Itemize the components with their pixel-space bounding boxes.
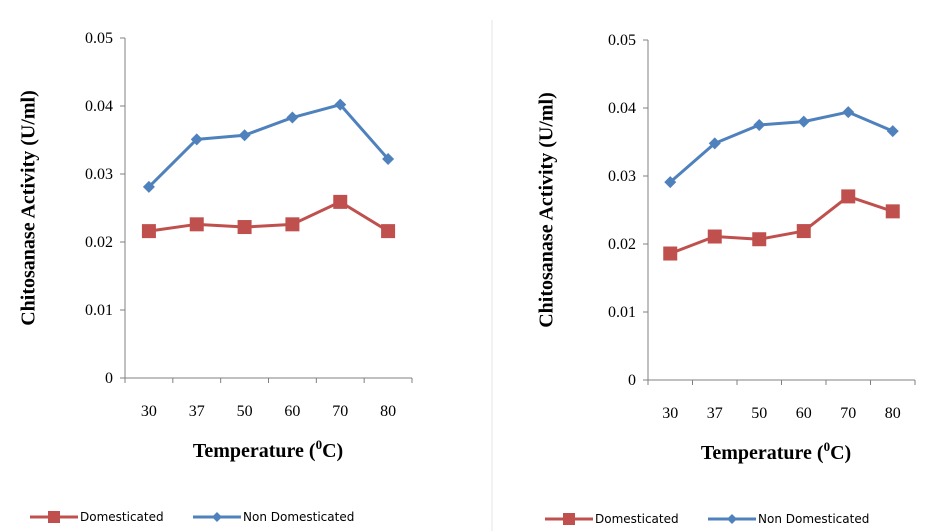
y-tick-label: 0.03 — [85, 166, 113, 183]
data-point-diamond — [842, 106, 855, 119]
data-point-diamond — [753, 119, 766, 131]
x-tick-label: 50 — [751, 405, 767, 422]
data-point-square — [841, 189, 856, 204]
x-tick-label: 80 — [885, 405, 901, 422]
y-tick-label: 0.01 — [608, 304, 636, 321]
x-axis-title-superscript: 0 — [316, 437, 323, 452]
x-tick-label: 30 — [662, 405, 678, 422]
data-point-diamond — [334, 98, 347, 111]
x-tick-label: 30 — [141, 403, 157, 420]
chart-panel-2: 0 0.01 0.02 0.03 0.04 0.05 30 37 50 60 70 80 Chitosa… — [536, 32, 916, 526]
legend-label: Non Domesticated — [758, 512, 869, 526]
x-tick-label: 50 — [237, 403, 253, 420]
x-tick-label: 80 — [380, 403, 396, 420]
x-axis-title: Temperature (0C) — [193, 437, 343, 462]
series-line-diamond — [669, 110, 894, 184]
y-tick-label: 0.02 — [85, 234, 113, 251]
chart-panel-1: 0 0.01 0.02 0.03 0.04 0.05 30 37 50 60 70 80 Chitosa… — [18, 30, 413, 524]
data-point-square — [796, 224, 811, 239]
y-axis-title: Chitosanase Activity (U/ml) — [18, 90, 40, 326]
x-axis-title-main: Temperature ( — [701, 442, 824, 464]
data-point-diamond — [190, 133, 203, 146]
legend-marker-diamond — [727, 514, 737, 524]
data-point-diamond — [797, 115, 810, 128]
legend: Domesticated Non Domesticated — [545, 512, 869, 526]
series-line-square — [669, 194, 894, 255]
x-axis-title-end: C) — [322, 440, 343, 462]
y-tick-label: 0.04 — [608, 100, 636, 117]
y-tick-label: 0 — [105, 370, 113, 387]
x-axis-title-main: Temperature ( — [193, 440, 316, 462]
data-point-diamond — [382, 153, 395, 166]
legend-marker-square — [563, 513, 575, 525]
data-point-diamond — [238, 129, 251, 142]
data-point-diamond — [142, 180, 155, 193]
data-point-diamond — [286, 111, 299, 124]
data-point-square — [333, 194, 348, 209]
data-point-square — [285, 217, 300, 232]
x-tick-label: 70 — [332, 403, 348, 420]
data-point-square — [189, 217, 204, 232]
data-point-square — [663, 246, 678, 261]
y-tick-label: 0.05 — [85, 30, 113, 47]
data-point-square — [237, 220, 252, 235]
data-point-square — [752, 232, 767, 247]
x-tick-label: 70 — [840, 405, 856, 422]
legend: Domesticated Non Domesticated — [30, 510, 354, 524]
data-point-diamond — [886, 125, 899, 138]
y-tick-label: 0.05 — [608, 32, 636, 49]
y-tick-label: 0.04 — [85, 98, 113, 115]
legend-label: Domesticated — [80, 510, 164, 524]
data-point-square — [707, 229, 722, 244]
legend-marker-diamond — [212, 512, 222, 522]
data-point-square — [141, 224, 156, 239]
data-point-square — [885, 204, 900, 219]
y-tick-label: 0.03 — [608, 168, 636, 185]
x-axis-title-end: C) — [830, 442, 851, 464]
series-line-diamond — [147, 103, 390, 188]
x-axis-title-superscript: 0 — [824, 439, 831, 454]
x-tick-label: 60 — [796, 405, 812, 422]
legend-marker-square — [48, 511, 60, 523]
series-line-square — [148, 200, 389, 233]
data-point-diamond — [708, 137, 721, 150]
x-tick-label: 37 — [189, 403, 205, 420]
data-point-diamond — [664, 176, 677, 189]
y-tick-label: 0.01 — [85, 302, 113, 319]
x-tick-label: 37 — [707, 405, 723, 422]
legend-label: Domesticated — [595, 512, 679, 526]
y-axis-title: Chitosanase Activity (U/ml) — [536, 92, 558, 328]
y-tick-label: 0.02 — [608, 236, 636, 253]
x-tick-label: 60 — [284, 403, 300, 420]
data-point-square — [381, 224, 396, 239]
y-tick-label: 0 — [628, 372, 636, 389]
x-axis-title: Temperature (0C) — [701, 439, 851, 464]
legend-label: Non Domesticated — [243, 510, 354, 524]
